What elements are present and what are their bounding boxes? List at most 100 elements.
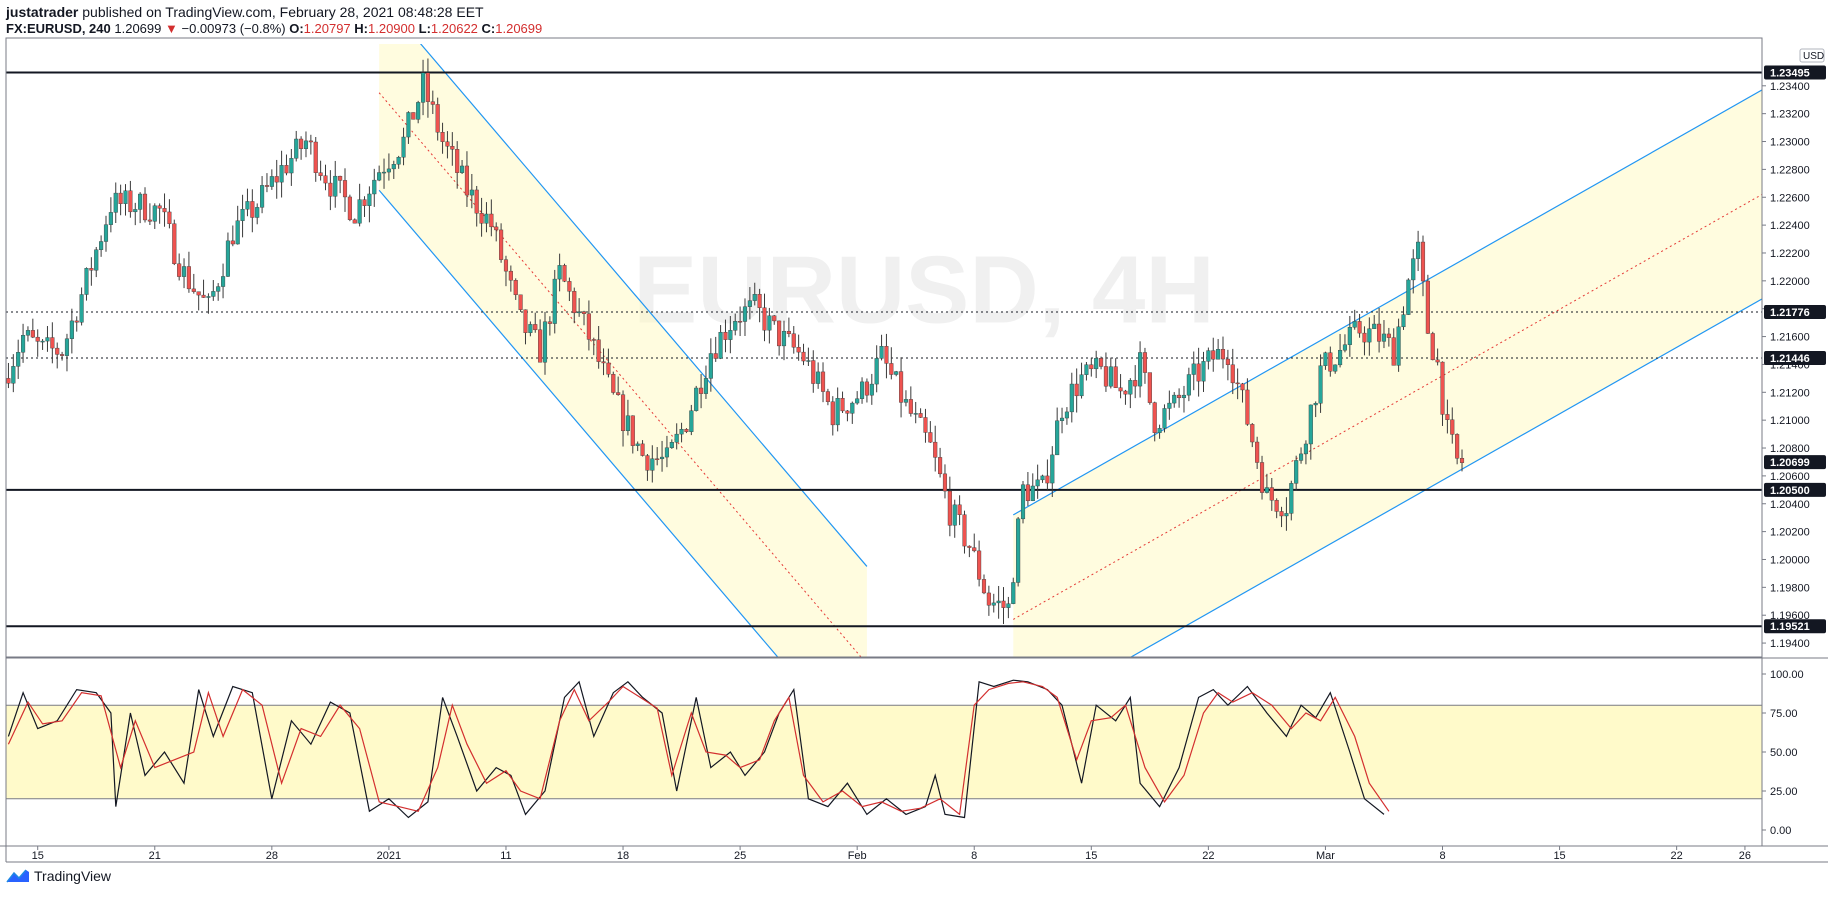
- candle: [1225, 349, 1230, 381]
- candle-body: [1240, 383, 1245, 391]
- level-price-label-bg: [1764, 305, 1826, 320]
- candle-body: [69, 320, 74, 339]
- candle-body: [367, 193, 372, 206]
- candle: [689, 404, 694, 436]
- candle-body: [1050, 454, 1055, 484]
- candle-body: [313, 141, 318, 173]
- candle: [103, 215, 109, 252]
- candle: [1055, 407, 1060, 456]
- candle: [1206, 347, 1211, 370]
- candle-body: [538, 329, 543, 363]
- candle: [450, 132, 455, 166]
- candle: [752, 282, 757, 306]
- candle-body: [899, 371, 904, 403]
- candle: [679, 422, 684, 443]
- candle-body: [684, 429, 689, 432]
- candle: [742, 298, 748, 336]
- candle: [533, 312, 538, 333]
- candle-body: [708, 353, 713, 379]
- price-tick-label: 1.19800: [1770, 582, 1810, 594]
- candle-body: [1084, 364, 1089, 375]
- candle: [699, 374, 704, 409]
- candle-body: [89, 268, 94, 271]
- candle-body: [1250, 424, 1255, 443]
- candle-body: [1313, 403, 1318, 406]
- candle: [1352, 309, 1357, 330]
- candle-body: [859, 381, 865, 399]
- candle: [1450, 407, 1455, 444]
- candle-body: [211, 291, 216, 297]
- candle-body: [420, 72, 426, 103]
- candle-body: [235, 220, 240, 245]
- candle: [362, 196, 367, 217]
- candle-body: [908, 399, 913, 414]
- candle-body: [542, 321, 548, 363]
- candle: [845, 410, 850, 422]
- candle: [767, 307, 772, 344]
- candle: [1001, 587, 1006, 625]
- candle-body: [318, 172, 323, 176]
- candle-body: [338, 175, 343, 181]
- candle: [1059, 407, 1065, 434]
- footer-brand[interactable]: TradingView: [6, 868, 111, 884]
- time-tick-label: 2021: [377, 850, 401, 862]
- candle-body: [445, 141, 450, 147]
- candle-body: [113, 192, 118, 213]
- price-tick-label: 1.22000: [1770, 276, 1810, 288]
- candle-body: [972, 547, 977, 552]
- candle-body: [499, 229, 504, 260]
- candle-body: [1152, 402, 1157, 433]
- candle: [152, 203, 157, 229]
- candle: [981, 574, 987, 595]
- candle: [523, 309, 528, 345]
- candle: [723, 319, 728, 353]
- candle-body: [786, 330, 791, 334]
- stochastic-tick-label: 75.00: [1770, 708, 1798, 720]
- candle-body: [401, 136, 406, 158]
- candle-body: [1274, 500, 1279, 512]
- candle-body: [635, 443, 640, 446]
- candle-body: [1459, 458, 1465, 463]
- candle: [45, 326, 50, 352]
- candle: [308, 134, 313, 155]
- candle: [1094, 350, 1099, 379]
- candle: [1191, 351, 1196, 391]
- author-name[interactable]: justatrader: [6, 4, 79, 20]
- candle: [606, 348, 611, 378]
- symbol-title[interactable]: FX:EURUSD, 240: [6, 21, 111, 36]
- candle: [372, 168, 377, 207]
- candle: [464, 151, 470, 207]
- candle-body: [503, 259, 509, 272]
- candle-body: [323, 175, 328, 184]
- candle-body: [1206, 350, 1211, 362]
- candle: [216, 283, 221, 301]
- candle-body: [1347, 327, 1352, 345]
- candle: [816, 362, 821, 389]
- candle: [1201, 351, 1206, 392]
- candle-body: [225, 240, 230, 277]
- candle: [181, 258, 187, 289]
- candle-body: [796, 346, 801, 353]
- candle-body: [386, 168, 391, 173]
- candle: [1162, 404, 1167, 433]
- candle: [1367, 317, 1372, 356]
- candle: [240, 194, 245, 238]
- candle: [1108, 357, 1113, 389]
- candle-body: [177, 263, 182, 277]
- candle: [781, 320, 787, 361]
- candle: [167, 199, 172, 229]
- candle: [1020, 481, 1026, 524]
- candle: [879, 334, 884, 361]
- candle: [425, 58, 430, 118]
- last-price: 1.20699: [114, 21, 162, 36]
- candle-body: [1367, 328, 1372, 343]
- candle-body: [21, 335, 26, 353]
- candle: [494, 222, 499, 242]
- time-tick-label: 8: [971, 850, 977, 862]
- candle-body: [1108, 366, 1113, 387]
- time-tick-label: 15: [32, 850, 44, 862]
- candle-body: [1220, 349, 1226, 360]
- candle: [123, 184, 128, 216]
- candle: [708, 338, 713, 392]
